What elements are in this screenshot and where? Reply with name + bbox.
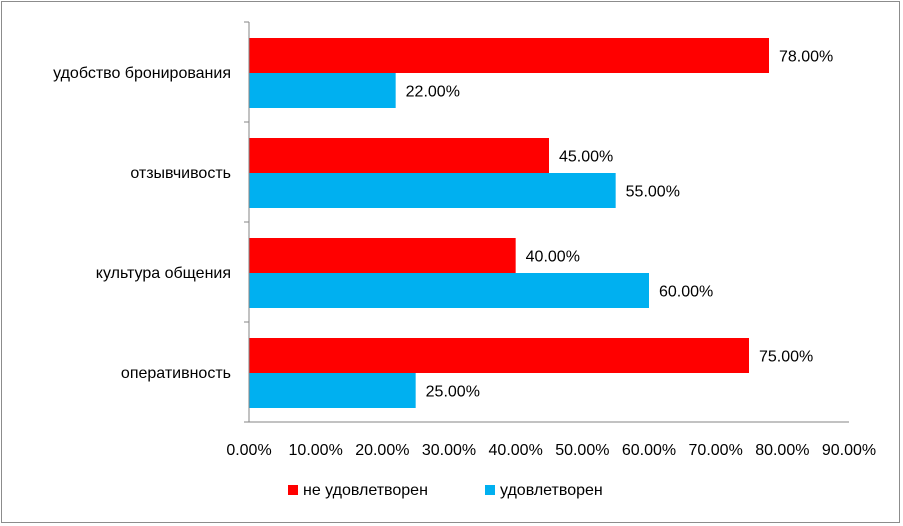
axes-layer [244, 21, 849, 423]
legend-label-satisfied: удовлетворен [500, 482, 603, 499]
legend-swatch-satisfied [485, 485, 495, 495]
value-label-1-3: 25.00% [426, 384, 480, 401]
bar-not-satisfied-3 [249, 338, 749, 373]
bar-satisfied-3 [249, 373, 416, 408]
x-tick-label-6: 60.00% [622, 442, 676, 459]
bar-satisfied-0 [249, 73, 396, 108]
x-tick-label-8: 80.00% [755, 442, 809, 459]
value-label-1-0: 22.00% [406, 84, 460, 101]
category-label-2: культура общения [96, 265, 231, 282]
category-label-1: отзывчивость [130, 165, 231, 182]
x-tick-label-1: 10.00% [289, 442, 343, 459]
bar-satisfied-1 [249, 173, 616, 208]
x-tick-label-3: 30.00% [422, 442, 476, 459]
value-labels: 78.00% 22.00% 45.00% 55.00% 40.00% 60.00% 75.0… [406, 49, 834, 401]
x-tick-label-2: 20.00% [355, 442, 409, 459]
value-label-0-2: 40.00% [526, 249, 580, 266]
value-label-1-2: 60.00% [659, 284, 713, 301]
x-tick-label-0: 0.00% [226, 442, 271, 459]
bars-layer [249, 38, 769, 408]
bar-not-satisfied-2 [249, 238, 516, 273]
category-label-3: оперативность [121, 365, 231, 382]
bar-not-satisfied-0 [249, 38, 769, 73]
x-tick-label-5: 50.00% [555, 442, 609, 459]
category-labels: удобство бронирования отзывчивость культур… [53, 65, 231, 382]
bar-not-satisfied-1 [249, 138, 549, 173]
legend: не удовлетворен удовлетворен [288, 482, 603, 499]
x-tick-label-4: 40.00% [489, 442, 543, 459]
x-tick-label-9: 90.00% [822, 442, 876, 459]
category-label-0: удобство бронирования [53, 65, 231, 82]
x-tick-label-7: 70.00% [689, 442, 743, 459]
value-label-0-0: 78.00% [779, 49, 833, 66]
legend-swatch-not-satisfied [288, 485, 298, 495]
legend-label-not-satisfied: не удовлетворен [303, 482, 428, 499]
value-label-1-1: 55.00% [626, 184, 680, 201]
bar-satisfied-2 [249, 273, 649, 308]
value-label-0-1: 45.00% [559, 149, 613, 166]
x-tick-labels: 0.00% 10.00% 20.00% 30.00% 40.00% 50.00% 60.00… [226, 442, 876, 459]
value-label-0-3: 75.00% [759, 349, 813, 366]
